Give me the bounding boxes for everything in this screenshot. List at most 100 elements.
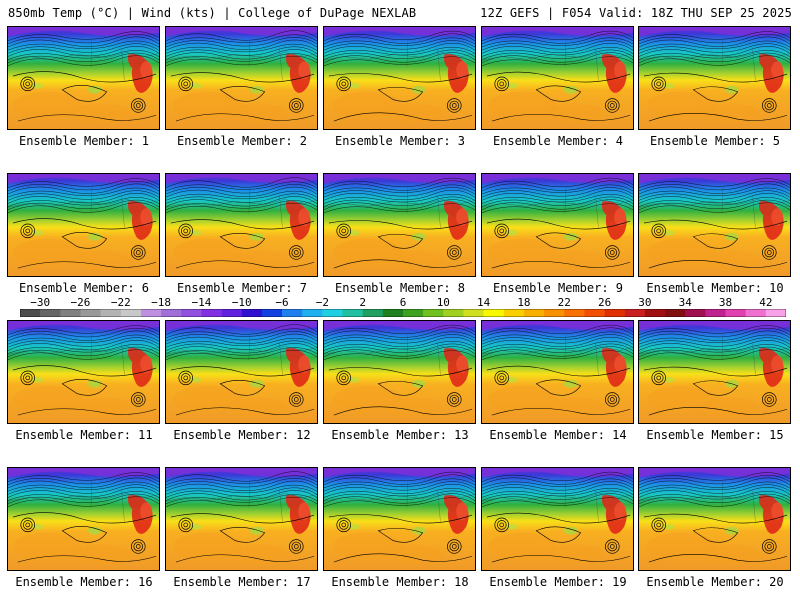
colorbar-segment [685, 309, 706, 317]
colorbar-segment [423, 309, 444, 317]
temperature-wind-map [482, 27, 633, 129]
temperature-wind-map [166, 27, 317, 129]
colorbar-segment [544, 309, 565, 317]
colorbar-tick-label: 38 [718, 296, 733, 309]
colorbar-segment [765, 309, 786, 317]
ensemble-map-panel [638, 467, 791, 571]
temperature-wind-map [324, 468, 475, 570]
colorbar-tick-label: 26 [597, 296, 612, 309]
valid-time-label: 12Z GEFS | F054 Valid: 18Z THU SEP 25 20… [480, 6, 792, 20]
temperature-wind-map [8, 27, 159, 129]
ensemble-map-panel [638, 26, 791, 130]
colorbar-tick-label: −10 [231, 296, 252, 309]
colorbar-tick-label: 10 [436, 296, 450, 309]
ensemble-member-label: Ensemble Member: 9 [492, 281, 624, 295]
colorbar-segment [463, 309, 484, 317]
ensemble-member-label: Ensemble Member: 19 [489, 575, 627, 589]
colorbar-segment [80, 309, 101, 317]
colorbar-segment [40, 309, 61, 317]
ensemble-map-panel [165, 173, 318, 277]
colorbar-tick-label: −18 [151, 296, 172, 309]
ensemble-map-panel [323, 26, 476, 130]
colorbar-segment [705, 309, 726, 317]
temperature-wind-map [639, 468, 790, 570]
colorbar-segment [302, 309, 323, 317]
colorbar-segment [140, 309, 162, 317]
ensemble-member-label: Ensemble Member: 11 [15, 428, 153, 442]
colorbar-segment [100, 309, 122, 317]
ensemble-map-panel [165, 320, 318, 424]
colorbar-segment [665, 309, 686, 317]
map-title: 850mb Temp (°C) | Wind (kts) | College o… [8, 6, 417, 20]
ensemble-member-label: Ensemble Member: 4 [492, 134, 624, 148]
colorbar-tick-label: −26 [70, 296, 91, 309]
temperature-wind-map [639, 321, 790, 423]
colorbar-segment [201, 309, 222, 317]
colorbar-tick-label: 6 [399, 296, 407, 309]
ensemble-member-label: Ensemble Member: 17 [173, 575, 311, 589]
colorbar-tick-label: −2 [315, 296, 329, 309]
colorbar-tick-label: 30 [638, 296, 652, 309]
ensemble-map-panel [7, 320, 160, 424]
colorbar-segment [483, 309, 505, 317]
colorbar-segment [221, 309, 243, 317]
temperature-wind-map [482, 321, 633, 423]
temperature-colorbar [20, 309, 786, 317]
ensemble-map-panel [323, 320, 476, 424]
colorbar-segment [181, 309, 202, 317]
colorbar-segment [20, 309, 41, 317]
colorbar-tick-label: 14 [477, 296, 491, 309]
temperature-wind-map [324, 174, 475, 276]
colorbar-segment [443, 309, 464, 317]
colorbar-segment [261, 309, 283, 317]
colorbar-tick-label: −30 [30, 296, 51, 309]
colorbar-segment [382, 309, 404, 317]
ensemble-member-label: Ensemble Member: 13 [331, 428, 469, 442]
colorbar-segment [60, 309, 81, 317]
colorbar-segment [564, 309, 585, 317]
temperature-wind-map [166, 174, 317, 276]
temperature-wind-map [8, 174, 159, 276]
ensemble-map-panel [481, 320, 634, 424]
temperature-wind-map [166, 321, 317, 423]
ensemble-member-label: Ensemble Member: 20 [646, 575, 784, 589]
temperature-wind-map [166, 468, 317, 570]
colorbar-segment [282, 309, 303, 317]
colorbar-segment [503, 309, 525, 317]
ensemble-member-label: Ensemble Member: 6 [18, 281, 150, 295]
ensemble-map-panel [481, 467, 634, 571]
colorbar-tick-label: 2 [359, 296, 366, 309]
colorbar-tick-label: 34 [678, 296, 692, 309]
ensemble-member-label: Ensemble Member: 8 [334, 281, 466, 295]
colorbar-segment [523, 309, 545, 317]
colorbar-segment [745, 309, 767, 317]
temperature-wind-map [639, 174, 790, 276]
ensemble-member-label: Ensemble Member: 15 [646, 428, 784, 442]
ensemble-member-label: Ensemble Member: 5 [649, 134, 781, 148]
ensemble-member-label: Ensemble Member: 3 [334, 134, 466, 148]
ensemble-map-panel [481, 173, 634, 277]
temperature-wind-map [482, 174, 633, 276]
colorbar-segment [342, 309, 363, 317]
temperature-wind-map [324, 321, 475, 423]
colorbar-segment [161, 309, 182, 317]
ensemble-map-panel [323, 467, 476, 571]
colorbar-segment [322, 309, 343, 317]
colorbar-segment [362, 309, 384, 317]
temperature-wind-map [639, 27, 790, 129]
colorbar-tick-label: −6 [275, 296, 289, 309]
ensemble-member-label: Ensemble Member: 16 [15, 575, 153, 589]
ensemble-member-label: Ensemble Member: 2 [176, 134, 308, 148]
ensemble-map-panel [638, 320, 791, 424]
colorbar-tick-label: −14 [191, 296, 212, 309]
ensemble-map-panel [7, 26, 160, 130]
ensemble-member-label: Ensemble Member: 10 [646, 281, 784, 295]
colorbar-tick-label: 22 [557, 296, 571, 309]
ensemble-map-panel [165, 467, 318, 571]
colorbar-segment [584, 309, 605, 317]
ensemble-member-label: Ensemble Member: 18 [331, 575, 469, 589]
temperature-wind-map [324, 27, 475, 129]
temperature-wind-map [482, 468, 633, 570]
ensemble-member-label: Ensemble Member: 12 [173, 428, 311, 442]
colorbar-segment [241, 309, 263, 317]
